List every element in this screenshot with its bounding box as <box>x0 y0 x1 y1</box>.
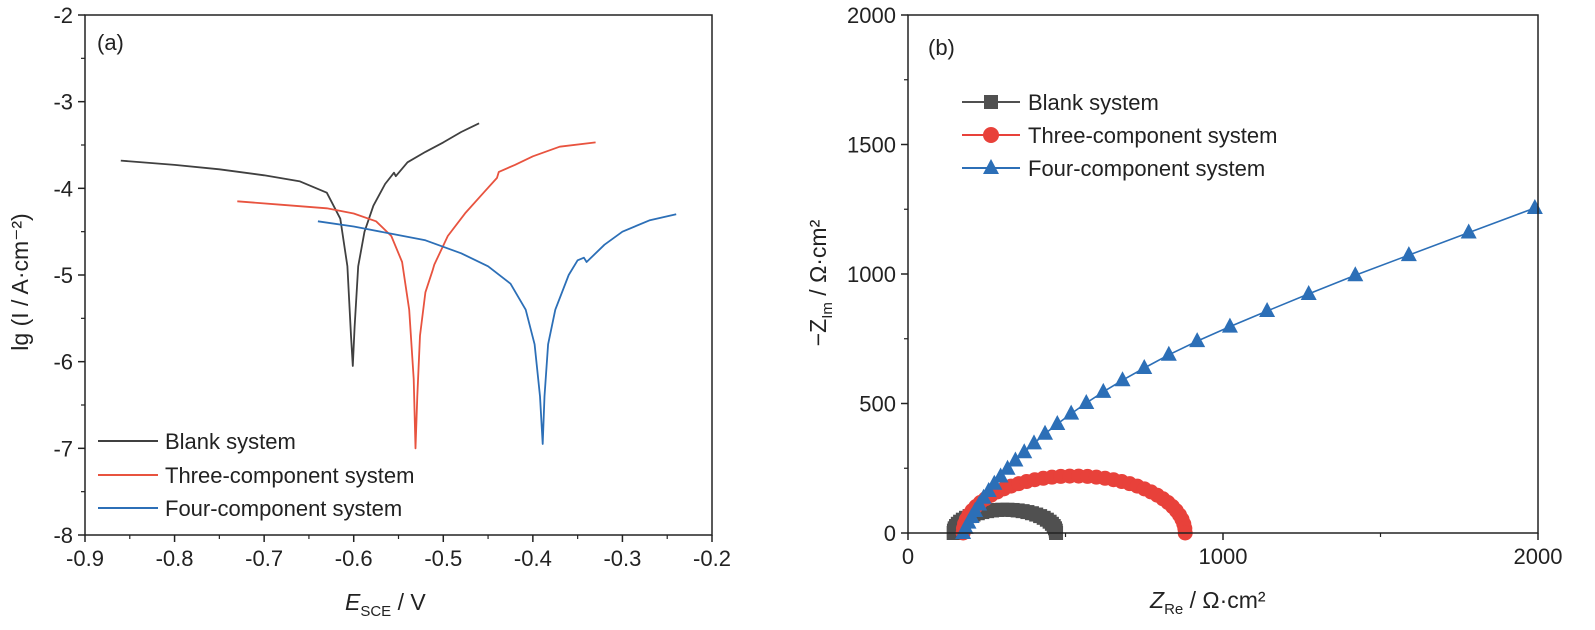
data-point-four-component-system <box>1160 345 1177 361</box>
y-axis-title-a: lg (I / A·cm⁻²) <box>7 213 33 350</box>
legend-item-three-b: Three-component system <box>962 123 1277 148</box>
x-tick-label-a: -0.8 <box>156 546 194 571</box>
legend-b: Blank system Three-component system Four… <box>962 90 1277 181</box>
data-point-four-component-system <box>1526 198 1543 214</box>
data-point-four-component-system <box>1189 332 1206 348</box>
x-tick-label-b: 1000 <box>1199 544 1248 569</box>
data-point-four-component-system <box>1063 404 1080 420</box>
x-axis-title-a: ESCE / V <box>345 589 426 620</box>
x-tick-label-a: -0.6 <box>335 546 373 571</box>
legend-item-blank-a: Blank system <box>98 429 296 454</box>
legend-label-four-a: Four-component system <box>165 496 402 521</box>
legend-marker-circle <box>983 127 999 143</box>
legend-item-four-b: Four-component system <box>962 156 1265 181</box>
data-point-four-component-system <box>1095 382 1112 398</box>
series-line-three-component-system-a <box>237 141 596 450</box>
y-tick-label-b: 1500 <box>847 133 896 158</box>
data-point-four-component-system <box>1460 223 1477 239</box>
data-point-four-component-system <box>1016 443 1033 459</box>
y-tick-label-a: -7 <box>53 436 73 461</box>
y-tick-label-a: -3 <box>53 90 73 115</box>
plot-frame-b <box>907 14 1539 534</box>
x-tick-label-a: -0.9 <box>66 546 104 571</box>
series-line-blank-system-a <box>120 122 480 367</box>
polarization-series-layer <box>120 122 677 450</box>
y-tick-label-a: -8 <box>53 523 73 548</box>
panel-label-a: (a) <box>97 30 124 55</box>
y-tick-label-a: -5 <box>53 263 73 288</box>
y-tick-label-a: -4 <box>53 176 73 201</box>
polarization-chart: -0.9 -0.8 -0.7 -0.6 -0.5 -0.4 -0.3 -0.2 -8 -7 -6 -5… <box>7 3 731 620</box>
y-tick-label-a: -2 <box>53 3 73 28</box>
y-axis-title-b: −ZIm / Ω·cm² <box>805 219 836 346</box>
x-tick-label-a: -0.7 <box>245 546 283 571</box>
legend-item-blank-b: Blank system <box>962 90 1159 115</box>
series-line-four-component-system-a <box>317 213 677 445</box>
data-point-four-component-system <box>1136 359 1153 375</box>
series-line-four-component-system-b <box>962 207 1536 534</box>
y-tick-label-b: 1000 <box>847 262 896 287</box>
data-point-four-component-system <box>1300 284 1317 300</box>
y-tick-label-a: -6 <box>53 350 73 375</box>
data-point-four-component-system <box>1037 424 1054 440</box>
axis-ticks-b: 0 1000 2000 0 500 1000 1500 2000 <box>847 3 1562 569</box>
legend-label-three-b: Three-component system <box>1028 123 1277 148</box>
nyquist-series-layer <box>946 198 1543 541</box>
x-axis-title-b: ZRe / Ω·cm² <box>1149 587 1266 618</box>
data-point-four-component-system <box>1221 317 1238 333</box>
nyquist-chart: 0 1000 2000 0 500 1000 1500 2000 (b) ZRe / Ω·cm… <box>805 3 1562 618</box>
data-point-four-component-system <box>1026 434 1042 450</box>
x-tick-label-a: -0.5 <box>424 546 462 571</box>
plot-frame-a <box>84 14 713 536</box>
y-tick-label-b: 0 <box>884 521 896 546</box>
data-point-four-component-system <box>1400 246 1417 262</box>
legend-item-three-a: Three-component system <box>98 463 414 488</box>
y-tick-label-b: 2000 <box>847 3 896 28</box>
legend-marker-triangle <box>983 159 999 174</box>
data-point-four-component-system <box>1347 266 1364 282</box>
panel-label-b: (b) <box>928 35 955 60</box>
legend-marker-square <box>984 95 998 109</box>
legend-item-four-a: Four-component system <box>98 496 402 521</box>
axis-ticks-a: -0.9 -0.8 -0.7 -0.6 -0.5 -0.4 -0.3 -0.2 -8 -7 -6 -5… <box>53 3 731 571</box>
x-tick-label-a: -0.4 <box>514 546 552 571</box>
y-tick-label-b: 500 <box>859 392 896 417</box>
data-point-four-component-system <box>999 459 1016 475</box>
data-point-four-component-system <box>1078 393 1095 409</box>
legend-a: Blank system Three-component system Four… <box>98 429 414 521</box>
legend-label-blank-b: Blank system <box>1028 90 1159 115</box>
data-point-four-component-system <box>1259 302 1276 318</box>
legend-label-four-b: Four-component system <box>1028 156 1265 181</box>
data-point-four-component-system <box>992 467 1009 483</box>
legend-label-blank-a: Blank system <box>165 429 296 454</box>
x-tick-label-a: -0.3 <box>603 546 641 571</box>
legend-label-three-a: Three-component system <box>165 463 414 488</box>
data-point-four-component-system <box>1114 371 1131 387</box>
x-tick-label-b: 0 <box>902 544 914 569</box>
x-tick-label-b: 2000 <box>1514 544 1563 569</box>
data-point-four-component-system <box>1049 414 1066 430</box>
data-point-four-component-system <box>1007 451 1024 467</box>
x-tick-label-a: -0.2 <box>693 546 731 571</box>
